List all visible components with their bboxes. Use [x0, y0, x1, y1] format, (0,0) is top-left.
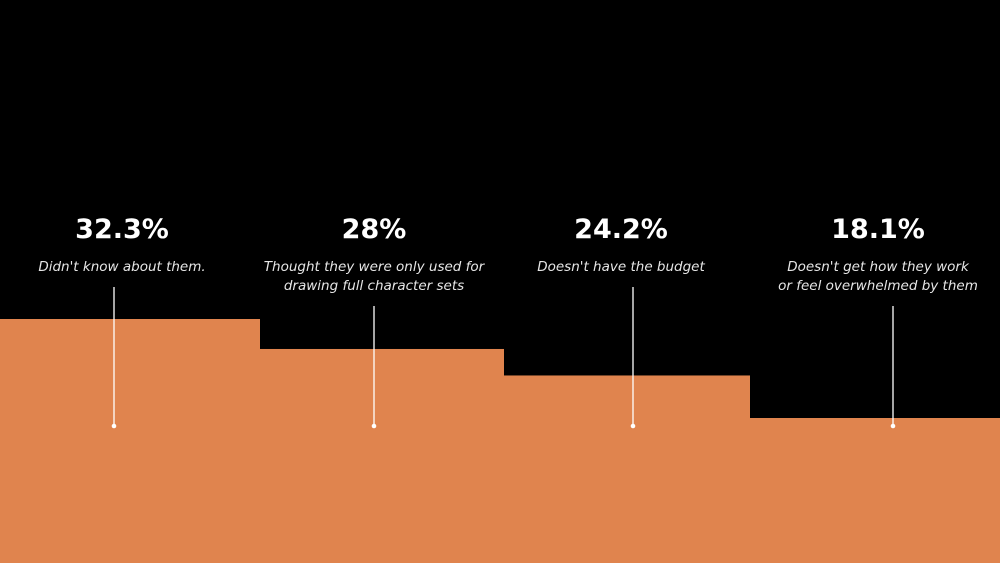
bar-2 — [260, 348, 504, 563]
category-label-line: Doesn't get how they work — [787, 259, 970, 275]
bar-1 — [0, 319, 260, 563]
leader-dot-2 — [371, 423, 377, 429]
category-label-4: Doesn't get how they work or feel overwhe… — [778, 259, 978, 294]
category-label-1: Didn't know about them. — [38, 259, 205, 275]
value-label-1: 32.3% — [75, 214, 169, 245]
category-label-line: Thought they were only used for — [264, 259, 486, 275]
bar-3 — [504, 375, 750, 563]
category-label-3: Doesn't have the budget — [537, 259, 705, 275]
value-label-3: 24.2% — [574, 214, 668, 245]
leader-dot-4 — [890, 423, 896, 429]
bar-4 — [750, 418, 1000, 563]
category-label-line: Didn't know about them. — [38, 259, 205, 275]
leader-lines-layer — [111, 287, 896, 429]
leader-dot-1 — [111, 423, 117, 429]
value-label-4: 18.1% — [831, 214, 925, 245]
leader-dot-3 — [630, 423, 636, 429]
value-label-2: 28% — [342, 214, 407, 245]
labels-layer: 32.3% Didn't know about them. 28% Thought t… — [38, 214, 978, 294]
category-label-2: Thought they were only used for drawing f… — [264, 259, 486, 294]
category-label-line: drawing full character sets — [284, 278, 464, 294]
bars-layer — [0, 319, 1000, 563]
category-label-line: or feel overwhelmed by them — [778, 278, 978, 294]
category-label-line: Doesn't have the budget — [537, 259, 705, 275]
